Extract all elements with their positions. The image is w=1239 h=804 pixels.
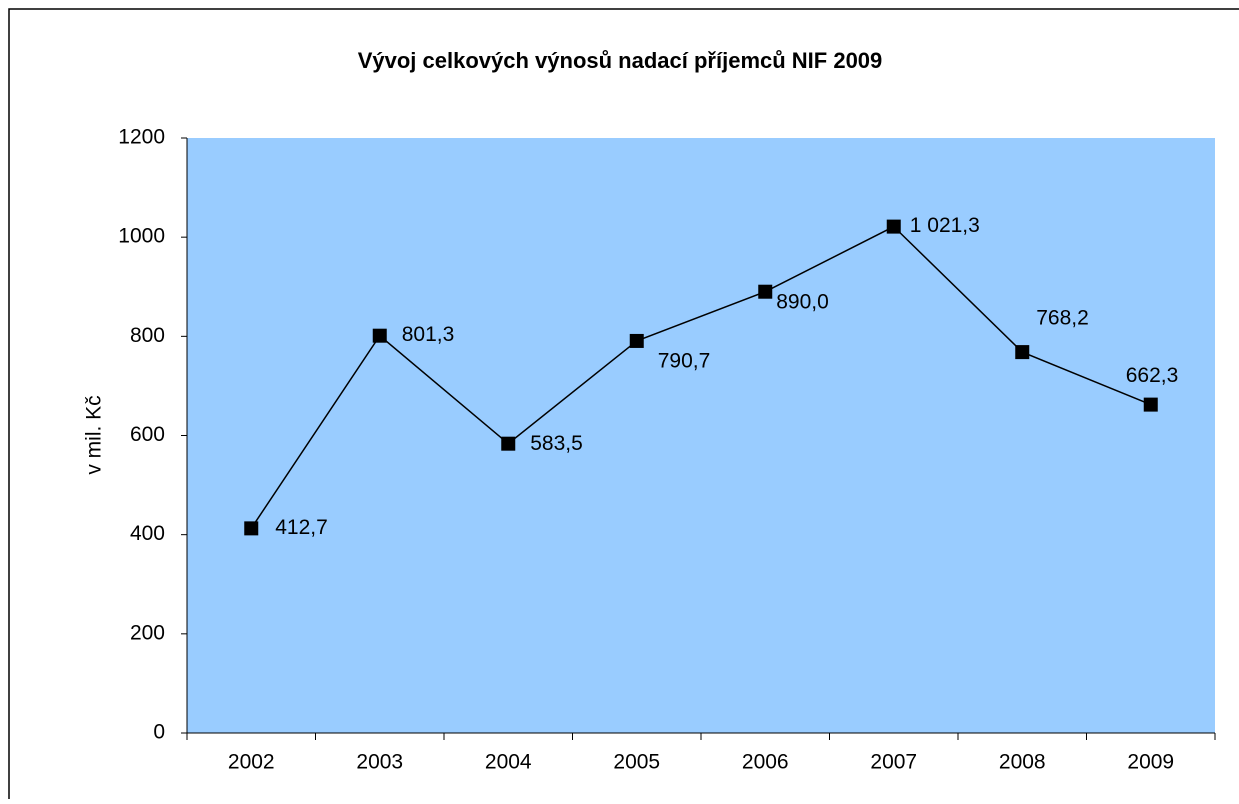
x-tick-label: 2007 — [870, 751, 917, 774]
x-tick-label: 2004 — [485, 751, 532, 774]
data-label: 890,0 — [776, 290, 829, 313]
plot-area — [187, 138, 1215, 733]
line — [250, 225, 1152, 529]
y-tick-label: 400 — [130, 522, 165, 545]
y-tick-label: 1200 — [118, 126, 165, 149]
x-tick-label: 2003 — [356, 751, 403, 774]
data-label: 768,2 — [1036, 307, 1089, 330]
y-tick-label: 600 — [130, 423, 165, 446]
x-tick-label: 2006 — [742, 751, 789, 774]
data-label: 662,3 — [1126, 364, 1179, 387]
data-label: 583,5 — [530, 432, 583, 455]
data-label: 412,7 — [275, 516, 328, 539]
data-label: 790,7 — [658, 349, 711, 372]
marker — [629, 333, 644, 348]
y-tick-label: 800 — [130, 324, 165, 347]
y-tick-label: 200 — [130, 621, 165, 644]
y-tick-label: 0 — [153, 721, 165, 744]
marker — [1143, 397, 1158, 412]
x-tick-label: 2005 — [613, 751, 660, 774]
data-label: 801,3 — [402, 323, 455, 346]
chart-title: Vývoj celkových výnosů nadací příjemců N… — [358, 48, 883, 73]
marker — [372, 328, 387, 343]
x-tick-label: 2008 — [999, 751, 1046, 774]
data-label: 1 021,3 — [910, 214, 980, 237]
marker — [758, 284, 773, 299]
marker — [1015, 345, 1030, 360]
x-tick-label: 2002 — [228, 751, 275, 774]
y-tick-label: 1000 — [118, 225, 165, 248]
marker — [501, 436, 516, 451]
marker — [244, 521, 259, 536]
y-axis-title: v mil. Kč — [83, 395, 106, 474]
x-tick-label: 2009 — [1127, 751, 1174, 774]
marker — [886, 219, 901, 234]
